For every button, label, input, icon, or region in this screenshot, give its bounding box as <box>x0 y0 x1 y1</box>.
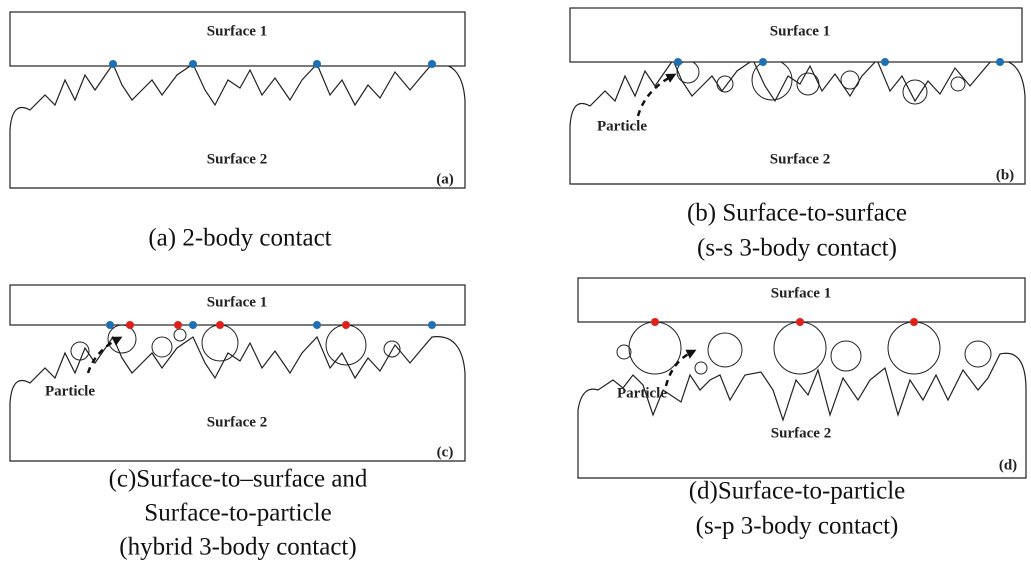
surface-label: Surface 1 <box>207 23 267 39</box>
particles <box>616 321 992 375</box>
caption: (hybrid 3-body contact) <box>119 534 356 561</box>
surface-label: Surface 2 <box>770 151 830 167</box>
caption: (s-s 3-body contact) <box>697 235 897 262</box>
caption: (a) 2-body contact <box>148 225 331 252</box>
panel-d: Particle Surface 1 Surface 2 (d) <box>577 277 1027 479</box>
contact-points <box>109 60 436 68</box>
particle-label: Particle <box>617 385 667 401</box>
particles <box>70 324 401 366</box>
surface-label: Surface 2 <box>207 414 267 430</box>
particle-arrow <box>86 336 123 374</box>
caption: (b) Surface-to-surface <box>687 200 907 227</box>
surface-block <box>9 284 466 326</box>
particle-label: Particle <box>597 118 647 134</box>
surface-block <box>577 277 1026 323</box>
caption: (c)Surface-to–surface and <box>109 466 368 493</box>
particles <box>676 59 966 105</box>
caption: (s-p 3-body contact) <box>696 513 899 540</box>
contact-points <box>674 58 1004 66</box>
caption: (d)Surface-to-particle <box>689 478 906 505</box>
panel-b: Particle Surface 1 Surface 2 (b) <box>569 7 1026 185</box>
surface-label: Surface 1 <box>770 23 830 39</box>
panel-tag: (c) <box>437 444 454 460</box>
surface-profile <box>9 63 466 189</box>
particle-label: Particle <box>45 383 95 399</box>
surface-profile <box>577 352 1027 479</box>
panel-a: Surface 1 Surface 2 (a) <box>9 11 466 189</box>
particle-arrow <box>636 73 677 117</box>
panel-tag: (a) <box>436 171 454 187</box>
surface-label: Surface 1 <box>207 294 267 310</box>
surface-block <box>9 11 466 67</box>
panel-c: Particle Surface 1 Surface 2 (c) <box>9 284 466 462</box>
surface-label: Surface 2 <box>771 425 831 441</box>
surface-block <box>569 7 1023 63</box>
panel-tag: (d) <box>999 457 1017 473</box>
surface-label: Surface 1 <box>771 285 831 301</box>
caption: Surface-to-particle <box>144 500 331 527</box>
panel-tag: (b) <box>996 167 1014 183</box>
particle-arrow <box>664 349 697 387</box>
surface-label: Surface 2 <box>207 151 267 167</box>
contact-points <box>106 321 436 329</box>
contact-points <box>651 318 918 326</box>
